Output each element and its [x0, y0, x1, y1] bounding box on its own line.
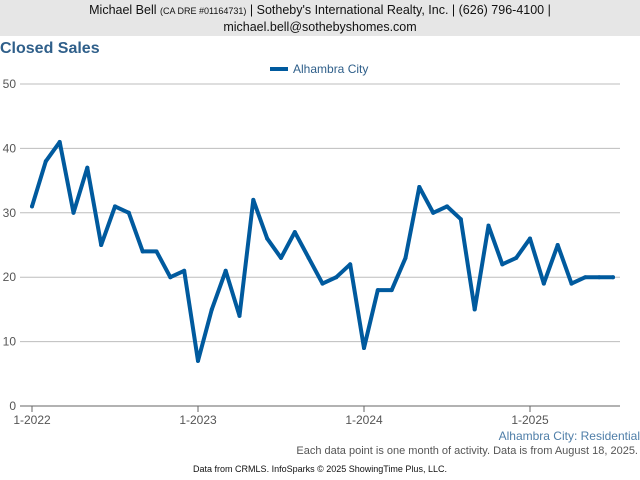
- data-point: [403, 255, 408, 260]
- data-point: [555, 243, 560, 247]
- data-point: [154, 249, 159, 254]
- data-point: [541, 281, 546, 286]
- agent-company-phone: | Sotheby's International Realty, Inc. |…: [249, 3, 551, 17]
- data-point: [431, 210, 436, 215]
- agent-header: Michael Bell (CA DRE #01164731) | Sotheb…: [0, 0, 640, 36]
- data-point: [99, 243, 104, 247]
- data-point: [126, 210, 131, 215]
- data-point: [292, 230, 297, 235]
- data-point: [500, 262, 505, 267]
- legend-label: Alhambra City: [293, 62, 369, 76]
- data-point: [597, 275, 602, 280]
- data-point: [71, 210, 76, 215]
- data-point: [389, 288, 394, 293]
- chart-title: Closed Sales: [0, 40, 100, 57]
- x-tick-label: 1-2024: [345, 413, 383, 427]
- series-line: [30, 140, 615, 363]
- x-tick-label: 1-2025: [511, 413, 549, 427]
- data-point: [611, 275, 615, 280]
- agent-name: Michael Bell: [89, 3, 157, 17]
- data-point: [320, 281, 325, 286]
- x-tick-label: 1-2022: [13, 413, 51, 427]
- chart-legend: Alhambra City: [270, 62, 368, 76]
- chart-footnote: Each data point is one month of activity…: [296, 445, 638, 457]
- data-point: [528, 236, 532, 241]
- data-point: [265, 236, 270, 241]
- data-point: [223, 268, 228, 273]
- y-tick-label: 30: [3, 206, 17, 220]
- chart-subtitle: Alhambra City: Residential: [498, 429, 640, 443]
- data-point: [209, 307, 214, 312]
- x-tick-label: 1-2023: [179, 413, 217, 427]
- data-point: [486, 223, 491, 228]
- data-point: [583, 275, 588, 280]
- data-point: [417, 185, 422, 190]
- agent-dre: (CA DRE #01164731): [160, 6, 247, 16]
- data-point: [140, 249, 145, 254]
- y-tick-label: 0: [9, 399, 16, 413]
- data-point: [30, 204, 34, 209]
- data-point: [348, 262, 353, 267]
- y-tick-label: 10: [3, 335, 17, 349]
- data-point: [472, 307, 477, 312]
- data-point: [458, 217, 463, 222]
- data-point: [279, 255, 283, 260]
- data-point: [85, 165, 90, 170]
- agent-email: michael.bell@sothebyshomes.com: [223, 20, 417, 34]
- data-point: [514, 255, 519, 260]
- y-tick-label: 40: [3, 141, 17, 155]
- data-point: [375, 288, 380, 293]
- data-point: [251, 197, 256, 202]
- data-point: [237, 313, 242, 318]
- data-point: [113, 204, 117, 209]
- data-source: Data from CRMLS. InfoSparks © 2025 Showi…: [193, 464, 447, 474]
- data-point: [57, 139, 62, 144]
- data-point: [334, 275, 339, 280]
- y-tick-label: 50: [3, 77, 17, 91]
- y-tick-label: 20: [3, 270, 17, 284]
- data-point: [43, 159, 48, 164]
- data-point: [445, 204, 449, 209]
- data-point: [168, 275, 173, 280]
- data-point: [362, 346, 366, 351]
- data-point: [569, 281, 574, 286]
- data-point: [182, 268, 187, 273]
- data-point: [306, 255, 311, 260]
- data-point: [196, 358, 200, 363]
- legend-swatch: [270, 67, 288, 71]
